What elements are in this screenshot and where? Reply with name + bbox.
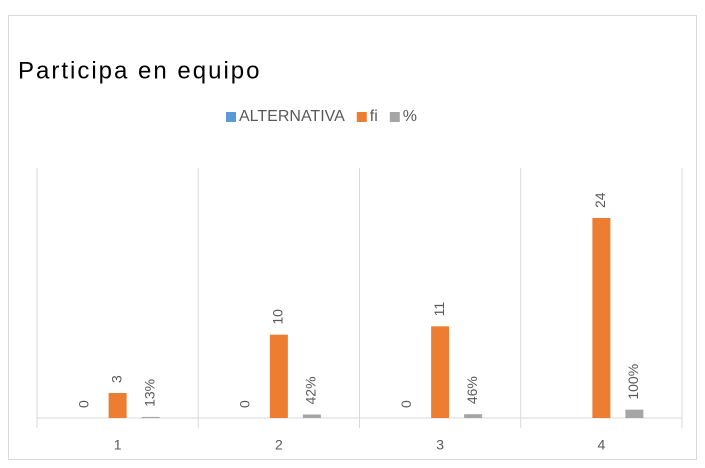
data-label: 3: [108, 375, 124, 383]
data-label: 0: [237, 400, 253, 408]
data-label: 11: [431, 302, 447, 317]
chart-border: [8, 15, 697, 460]
data-label: 100%: [625, 364, 641, 400]
bar: [302, 414, 321, 418]
legend-swatch: [226, 112, 236, 122]
data-label: 42%: [303, 376, 319, 404]
x-tick-label: 3: [436, 437, 444, 453]
data-label: 0: [398, 400, 414, 408]
legend-label: ALTERNATIVA: [239, 108, 345, 125]
bar: [141, 416, 160, 418]
data-label: 24: [592, 192, 608, 208]
data-label: 0: [75, 400, 91, 408]
x-tick-label: 1: [114, 437, 122, 453]
bar: [431, 326, 450, 418]
legend-swatch: [389, 112, 400, 122]
legend-label: %: [403, 108, 417, 125]
bar: [625, 409, 644, 418]
x-tick-label: 4: [597, 437, 605, 453]
legend-label: fi: [370, 108, 378, 125]
x-tick-label: 2: [275, 437, 283, 453]
bar: [108, 393, 127, 418]
bar: [592, 218, 611, 418]
chart-title: Participa en equipo: [18, 57, 261, 84]
data-label: 46%: [464, 376, 480, 404]
data-label: 10: [270, 309, 286, 325]
bar: [464, 414, 483, 418]
legend-swatch: [356, 112, 367, 122]
data-label: 13%: [141, 379, 157, 407]
bar: [269, 334, 288, 418]
